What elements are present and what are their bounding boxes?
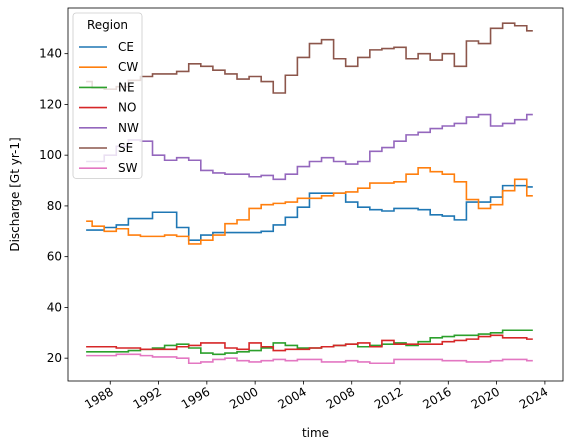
x-tick-label: 2008 [324, 384, 357, 411]
legend-label: NE [118, 80, 135, 94]
x-tick-label: 2004 [275, 384, 308, 411]
legend-entry-ne: NE [79, 80, 135, 94]
legend: Region CE CW NE NO NW SE SW [72, 12, 143, 179]
y-tick-label: 140 [39, 47, 62, 61]
legend-label: NW [118, 121, 139, 135]
y-tick-label: 40 [47, 300, 62, 314]
legend-label: SW [118, 161, 138, 175]
legend-entry-cw: CW [79, 60, 138, 74]
series-line-ne [86, 329, 533, 356]
legend-label: CE [118, 40, 134, 54]
x-tick-label: 2020 [469, 384, 502, 411]
legend-label: SE [118, 141, 133, 155]
series-line-se [86, 22, 533, 94]
legend-title: Region [87, 18, 128, 32]
legend-entry-ce: CE [79, 40, 134, 54]
x-tick-label: 2024 [517, 384, 550, 411]
x-tick-label: 2012 [372, 384, 405, 411]
series-line-no [86, 334, 533, 352]
y-tick-label: 120 [39, 97, 62, 111]
legend-label: NO [118, 101, 136, 115]
legend-entries: CE CW NE NO NW SE SW [79, 40, 139, 175]
y-tick-label: 80 [47, 199, 62, 213]
x-axis: 1988 1992 1996 2000 2004 2008 2012 2016 2020 2024 [82, 381, 550, 412]
series-line-sw [86, 353, 533, 365]
legend-label: CW [118, 60, 138, 74]
series-line-ce [86, 184, 533, 241]
x-axis-label: time [302, 426, 329, 440]
legend-entry-sw: SW [79, 161, 138, 175]
y-tick-label: 20 [47, 351, 62, 365]
x-tick-label: 1996 [179, 384, 212, 411]
y-axis: 20 40 60 80 100 120 140 [39, 47, 68, 365]
series-layer [86, 22, 533, 365]
legend-entry-se: SE [79, 141, 133, 155]
x-tick-label: 1988 [82, 384, 115, 411]
x-tick-label: 2000 [227, 384, 260, 411]
series-line-nw [86, 113, 533, 181]
legend-entry-no: NO [79, 101, 136, 115]
x-tick-label: 2016 [420, 384, 453, 411]
legend-box [72, 12, 143, 179]
x-tick-label: 1992 [131, 384, 164, 411]
plot-frame [67, 7, 564, 382]
y-axis-label: Discharge [Gt yr-1] [8, 137, 22, 251]
legend-entry-nw: NW [79, 121, 139, 135]
y-tick-label: 60 [47, 250, 62, 264]
series-line-cw [86, 167, 533, 245]
y-tick-label: 100 [39, 148, 62, 162]
